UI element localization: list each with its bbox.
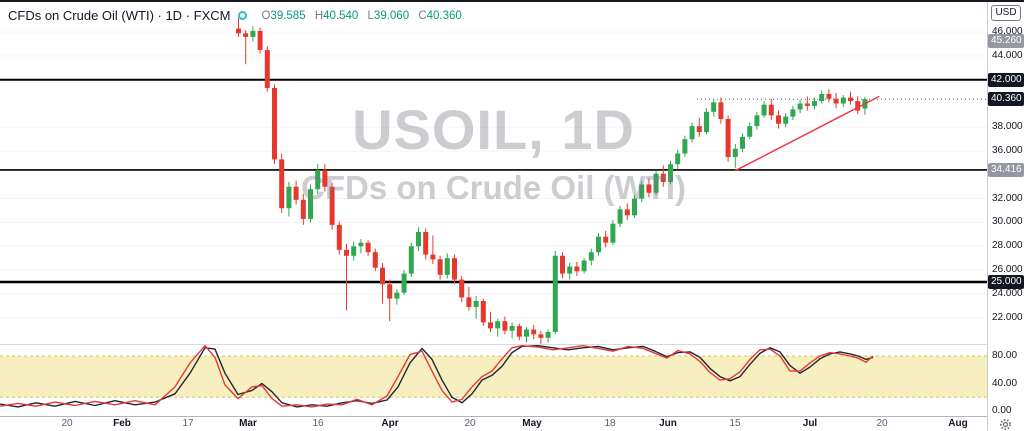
time-axis-day-label: 20 [464,418,476,429]
close-label: C [418,9,427,22]
trendline[interactable] [734,95,880,172]
price-chart-canvas[interactable] [0,0,987,345]
time-axis-day-label: 20 [61,418,73,429]
axis-settings-corner[interactable] [987,417,1024,431]
price-gridlines [0,31,987,319]
indicator-axis-label: 0.00 [992,405,1012,416]
symbol-title[interactable]: CFDs on Crude Oil (WTI) · 1D · FXCM [8,8,231,23]
indicator-axis-label: 40.00 [992,377,1018,389]
time-axis-month-label: Aug [948,418,968,429]
price-axis-label: 28.000 [992,240,1023,252]
horizontal-level-lines[interactable] [0,78,987,284]
open-label: O [261,9,271,22]
stoch-signal-dark [0,345,874,408]
low-value: 39.060 [373,9,410,22]
stochastic-indicator-pane[interactable] [0,345,987,416]
stochastic-lines [0,345,874,408]
price-pane[interactable]: USOIL, 1D CFDs on Crude Oil (WTI) CFDs o… [0,0,987,345]
price-badge: 25.000 [988,274,1024,289]
price-axis-label: 46.000 [992,26,1023,38]
low-label: L [367,9,374,22]
price-axis-label: 22.000 [992,311,1023,323]
pane-separator[interactable] [0,344,1024,345]
price-axis-label: 38.000 [992,121,1023,133]
time-axis-month-label: Jul [802,418,818,429]
stoch-main-red [0,345,874,408]
indicator-canvas[interactable] [0,345,987,416]
close-value: 40.360 [426,9,462,22]
price-badge: 40.360 [988,92,1024,107]
axis-separator [0,416,1024,417]
price-badge: 42.000 [988,72,1024,87]
price-axis-label: 32.000 [992,192,1023,204]
price-axis-label: 44.000 [992,49,1023,61]
price-axis-label: 36.000 [992,145,1023,157]
high-value: 40.540 [323,9,359,22]
symbol-legend[interactable]: CFDs on Crude Oil (WTI) · 1D · FXCM O39.… [8,8,462,23]
price-axis[interactable]: USD 46.000 44.000 38.000 36.000 32.000 30.000… [987,0,1024,431]
time-axis-day-label: 18 [604,418,616,429]
time-axis[interactable]: 20 Feb 17 Mar 16 Apr 20 May 18 Jun 15 Jul 20 Aug [0,417,987,431]
stochastic-band [0,356,987,398]
open-value: 39.585 [270,9,306,22]
gear-icon[interactable] [999,418,1012,431]
window-top-border [0,0,1024,2]
time-axis-day-label: 17 [182,418,194,429]
time-axis-day-label: 20 [876,418,888,429]
high-label: H [314,9,324,22]
time-axis-month-label: Apr [381,418,399,429]
time-axis-month-label: Feb [113,418,131,429]
time-axis-day-label: 15 [729,418,741,429]
price-axis-label: 24.000 [992,287,1023,299]
time-axis-month-label: Jun [659,418,677,429]
price-axis-label: 26.000 [992,264,1023,276]
currency-toggle-button[interactable]: USD [991,5,1021,21]
market-status-icon[interactable] [238,11,248,20]
candlestick-series[interactable] [236,17,868,344]
price-badge: 34.416 [988,162,1024,177]
price-badge: 45.260 [988,33,1024,48]
price-axis-label: 30.000 [992,216,1023,228]
time-axis-month-label: May [522,418,542,429]
ohlc-readout: O39.585 H40.540 L39.060 C40.360 [255,10,461,22]
time-axis-month-label: Mar [239,418,257,429]
indicator-axis-label: 80.00 [992,350,1018,361]
time-axis-day-label: 16 [312,418,324,429]
